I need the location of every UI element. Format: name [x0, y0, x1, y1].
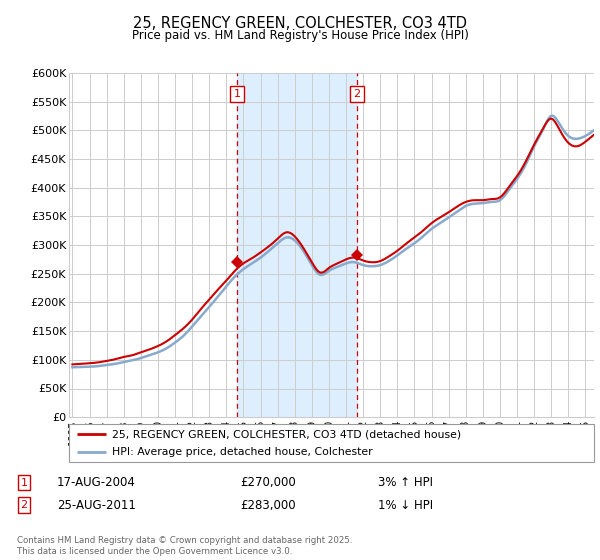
Text: £283,000: £283,000 — [240, 498, 296, 512]
Text: 1: 1 — [20, 478, 28, 488]
Text: £270,000: £270,000 — [240, 476, 296, 489]
Text: 17-AUG-2004: 17-AUG-2004 — [57, 476, 136, 489]
Text: 3% ↑ HPI: 3% ↑ HPI — [378, 476, 433, 489]
Text: 2: 2 — [353, 89, 361, 99]
Text: Contains HM Land Registry data © Crown copyright and database right 2025.
This d: Contains HM Land Registry data © Crown c… — [17, 536, 352, 556]
Text: 25-AUG-2011: 25-AUG-2011 — [57, 498, 136, 512]
Bar — [237, 73, 357, 417]
Text: HPI: Average price, detached house, Colchester: HPI: Average price, detached house, Colc… — [112, 447, 373, 457]
Text: 1% ↓ HPI: 1% ↓ HPI — [378, 498, 433, 512]
FancyBboxPatch shape — [69, 424, 594, 462]
Text: 25, REGENCY GREEN, COLCHESTER, CO3 4TD: 25, REGENCY GREEN, COLCHESTER, CO3 4TD — [133, 16, 467, 31]
Text: 25, REGENCY GREEN, COLCHESTER, CO3 4TD (detached house): 25, REGENCY GREEN, COLCHESTER, CO3 4TD (… — [112, 429, 461, 439]
Text: 2: 2 — [20, 500, 28, 510]
Text: Price paid vs. HM Land Registry's House Price Index (HPI): Price paid vs. HM Land Registry's House … — [131, 29, 469, 42]
Text: 1: 1 — [233, 89, 241, 99]
